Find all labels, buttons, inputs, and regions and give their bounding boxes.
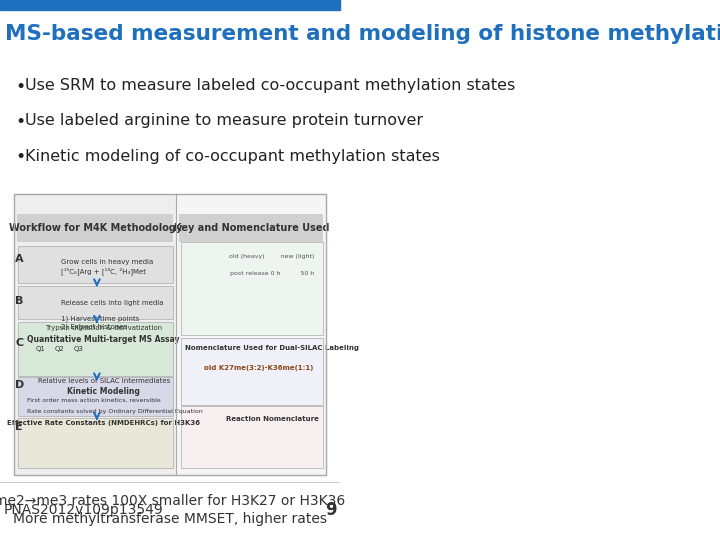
Text: old K27me(3:2)-K36me(1:1): old K27me(3:2)-K36me(1:1) — [204, 366, 313, 372]
Text: old (heavy)        new (light): old (heavy) new (light) — [229, 254, 315, 259]
Text: MS-based measurement and modeling of histone methylation kinetics (M4K): MS-based measurement and modeling of his… — [5, 24, 720, 44]
Bar — [17, 214, 174, 242]
Bar — [14, 194, 176, 475]
Text: Reaction Nomenclature: Reaction Nomenclature — [225, 416, 318, 422]
Text: Use SRM to measure labeled co-occupant methylation states: Use SRM to measure labeled co-occupant m… — [24, 78, 515, 93]
Bar — [14, 194, 326, 475]
Text: Kinetic modeling of co-occupant methylation states: Kinetic modeling of co-occupant methylat… — [24, 148, 440, 164]
Text: Workflow for M4K Methodology: Workflow for M4K Methodology — [9, 223, 182, 233]
Text: Grow cells in heavy media
[¹⁵C₆]Arg + [¹³C, ²H₃]Met: Grow cells in heavy media [¹⁵C₆]Arg + [¹… — [61, 259, 153, 275]
Text: Release cells into light media: Release cells into light media — [61, 300, 163, 306]
Text: Kinetic Modeling: Kinetic Modeling — [67, 387, 140, 396]
Text: Quantitative Multi-target MS Assay: Quantitative Multi-target MS Assay — [27, 335, 180, 344]
Text: Q2: Q2 — [55, 346, 64, 352]
FancyBboxPatch shape — [18, 286, 173, 319]
Text: me2→me3 rates 100X smaller for H3K27 or H3K36: me2→me3 rates 100X smaller for H3K27 or … — [0, 494, 346, 508]
Text: Rate constants solved by Ordinary Differential Equation: Rate constants solved by Ordinary Differ… — [27, 409, 203, 414]
Text: •: • — [15, 148, 25, 166]
Bar — [0, 0, 340, 10]
Text: C: C — [15, 338, 24, 348]
Text: Q1: Q1 — [36, 346, 46, 352]
Text: Use labeled arginine to measure protein turnover: Use labeled arginine to measure protein … — [24, 113, 423, 129]
Text: B: B — [15, 296, 24, 306]
Text: Key and Nomenclature Used: Key and Nomenclature Used — [174, 223, 329, 233]
FancyBboxPatch shape — [18, 246, 173, 283]
Bar — [0, 482, 340, 483]
FancyBboxPatch shape — [18, 377, 173, 416]
Bar — [179, 214, 323, 242]
Text: Q3: Q3 — [73, 346, 83, 352]
Text: 9: 9 — [325, 501, 336, 519]
FancyBboxPatch shape — [181, 338, 323, 405]
FancyBboxPatch shape — [18, 417, 173, 468]
Text: PNAS2012v109p13549: PNAS2012v109p13549 — [4, 503, 163, 517]
Bar — [14, 194, 326, 475]
Text: E: E — [15, 422, 23, 433]
Text: 1) Harvest time points
2) Extract histones: 1) Harvest time points 2) Extract histon… — [61, 315, 140, 330]
Text: D: D — [15, 380, 24, 390]
FancyBboxPatch shape — [181, 242, 323, 335]
Text: •: • — [15, 78, 25, 96]
Text: Relative levels of SILAC intermediates: Relative levels of SILAC intermediates — [37, 379, 170, 384]
Text: More methyltransferase MMSET, higher rates: More methyltransferase MMSET, higher rat… — [13, 512, 327, 526]
Text: post release 0 h          50 h: post release 0 h 50 h — [230, 271, 314, 275]
Text: First order mass action kinetics, reversible: First order mass action kinetics, revers… — [27, 398, 161, 403]
Text: Nomenclature Used for Dual-SILAC Labeling: Nomenclature Used for Dual-SILAC Labelin… — [185, 345, 359, 350]
Text: •: • — [15, 113, 25, 131]
FancyBboxPatch shape — [181, 407, 323, 468]
Text: Effective Rate Constants (NMDEHRCs) for H3K36: Effective Rate Constants (NMDEHRCs) for … — [7, 420, 200, 426]
Bar — [176, 194, 326, 475]
FancyBboxPatch shape — [18, 322, 173, 375]
Text: Trypsin digestion & derivatization: Trypsin digestion & derivatization — [45, 325, 162, 331]
Text: A: A — [15, 254, 24, 264]
